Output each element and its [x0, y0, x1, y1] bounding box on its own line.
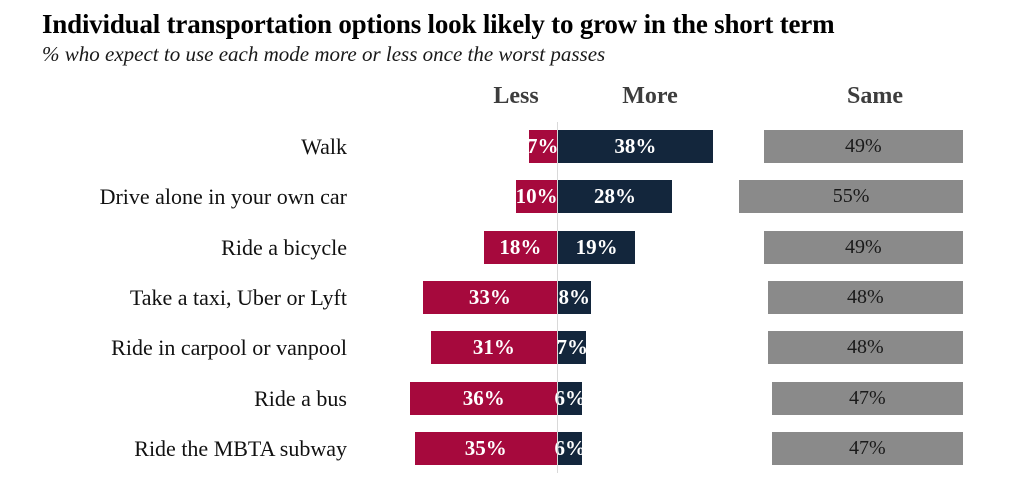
- more-bar-value: 6%: [554, 385, 586, 410]
- same-bar: 48%: [767, 331, 963, 365]
- same-bar: 55%: [739, 180, 963, 214]
- more-bar: 19%: [558, 230, 636, 264]
- category-label: Ride a bus: [254, 385, 347, 411]
- same-bar-value: 55%: [832, 185, 870, 208]
- more-bar: 6%: [554, 381, 586, 415]
- same-bar-value: 48%: [846, 285, 884, 308]
- less-bar-value: 31%: [472, 335, 515, 360]
- more-bar-value: 8%: [558, 284, 591, 309]
- category-label: Ride a bicycle: [221, 234, 347, 260]
- zero-axis-line: [557, 122, 558, 473]
- less-bar-value: 7%: [527, 134, 559, 158]
- same-bar-value: 47%: [849, 386, 886, 409]
- less-bar-value: 33%: [468, 284, 511, 309]
- column-header-same: Same: [847, 83, 903, 109]
- same-bar: 47%: [771, 431, 963, 465]
- table-row: Ride in carpool or vanpool 31% 7% 48%: [0, 331, 1022, 365]
- same-bar: 48%: [767, 280, 963, 314]
- table-row: Ride a bicycle 18% 19% 49%: [0, 230, 1022, 264]
- same-bar-value: 49%: [844, 235, 882, 258]
- less-bar: 31%: [430, 331, 557, 365]
- more-bar: 28%: [558, 180, 672, 214]
- same-bar: 49%: [763, 130, 963, 163]
- more-bar-value: 38%: [614, 134, 657, 158]
- less-bar: 33%: [422, 280, 557, 314]
- column-header-more: More: [622, 83, 678, 109]
- more-bar: 38%: [558, 130, 713, 163]
- same-bar-value: 48%: [846, 336, 884, 359]
- same-bar-value: 49%: [844, 135, 882, 157]
- more-bar-value: 6%: [554, 435, 586, 460]
- table-row: Walk 7% 38% 49%: [0, 130, 1022, 163]
- less-bar: 18%: [483, 230, 557, 264]
- same-bar-value: 47%: [849, 436, 886, 459]
- less-bar: 36%: [410, 381, 557, 415]
- more-bar: 7%: [556, 331, 589, 365]
- less-bar-value: 10%: [515, 184, 558, 209]
- chart-subtitle: % who expect to use each mode more or le…: [42, 42, 606, 66]
- less-bar-value: 18%: [499, 234, 542, 259]
- more-bar-value: 28%: [593, 184, 636, 209]
- chart-title: Individual transportation options look l…: [42, 9, 835, 39]
- less-bar-value: 35%: [464, 435, 507, 460]
- less-bar: 35%: [414, 431, 557, 465]
- table-row: Ride the MBTA subway 35% 6% 47%: [0, 431, 1022, 465]
- category-label: Take a taxi, Uber or Lyft: [129, 284, 347, 310]
- category-label: Ride in carpool or vanpool: [111, 335, 347, 361]
- less-bar-value: 36%: [462, 385, 505, 410]
- category-label: Ride the MBTA subway: [134, 435, 347, 461]
- category-label: Drive alone in your own car: [99, 184, 347, 210]
- same-bar: 47%: [771, 381, 963, 415]
- more-bar: 6%: [554, 431, 586, 465]
- column-header-less: Less: [493, 83, 539, 109]
- same-bar: 49%: [763, 230, 963, 264]
- more-bar-value: 7%: [556, 335, 589, 360]
- category-label: Walk: [301, 134, 347, 159]
- table-row: Drive alone in your own car 10% 28% 55%: [0, 180, 1022, 214]
- less-bar: 10%: [515, 180, 558, 214]
- more-bar-value: 19%: [575, 234, 618, 259]
- table-row: Ride a bus 36% 6% 47%: [0, 381, 1022, 415]
- table-row: Take a taxi, Uber or Lyft 33% 8% 48%: [0, 280, 1022, 314]
- more-bar: 8%: [558, 280, 591, 314]
- less-bar: 7%: [527, 130, 559, 163]
